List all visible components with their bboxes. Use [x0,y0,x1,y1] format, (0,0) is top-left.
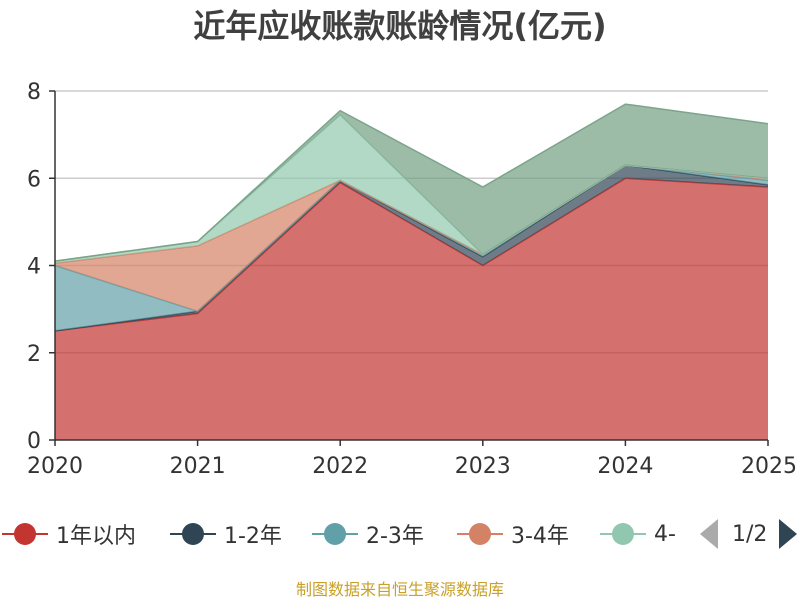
x-tick-label: 2023 [455,454,511,479]
chart-title: 近年应收账款账龄情况(亿元) [193,7,607,45]
x-tick-label: 2020 [27,454,83,479]
legend: 1年以内 1-2年 2-3年 3-4年 4- 1/2 [0,514,800,554]
y-tick-label: 6 [27,167,41,192]
y-tick-label: 2 [27,342,41,367]
legend-marker-icon [312,522,358,546]
legend-next-page-icon[interactable] [779,519,798,549]
legend-page-indicator: 1/2 [732,521,768,547]
axes: 0 2 4 6 8 2020 2021 2022 2023 2024 2025 [27,80,797,479]
series-area-1[interactable] [55,178,768,441]
legend-marker-icon [2,522,48,546]
source-note: 制图数据来自恒生聚源数据库 [295,580,504,599]
x-tick-label: 2022 [312,454,368,479]
series-area-3[interactable] [55,165,768,331]
series-area-6[interactable] [55,104,768,262]
legend-label: 4- [654,521,676,547]
legend-label: 1-2年 [224,524,282,549]
series-area-4[interactable] [55,165,768,312]
area-series-layer [54,103,769,441]
legend-marker-icon [600,522,646,546]
legend-label: 1年以内 [56,524,136,549]
y-tick-label: 8 [27,80,41,105]
legend-item[interactable]: 2-3年 [312,514,424,554]
legend-label: 2-3年 [366,524,424,549]
legend-item[interactable]: 4- [600,514,676,554]
legend-marker-icon [457,522,503,546]
x-tick-label: 2025 [741,454,797,479]
legend-marker-icon [170,522,216,546]
x-tick-label: 2021 [170,454,226,479]
legend-label: 3-4年 [511,524,569,549]
series-area-5[interactable] [55,115,768,264]
legend-prev-page-icon[interactable] [700,519,718,549]
legend-item[interactable]: 1-2年 [170,514,282,554]
x-tick-label: 2024 [597,454,653,479]
legend-pager: 1/2 [700,514,798,554]
y-tick-label: 4 [27,255,41,280]
legend-item[interactable]: 1年以内 [2,514,136,554]
y-tick-label: 0 [27,429,41,454]
legend-item[interactable]: 3-4年 [457,514,569,554]
series-line-6 [54,103,769,262]
series-area-2[interactable] [55,165,768,331]
